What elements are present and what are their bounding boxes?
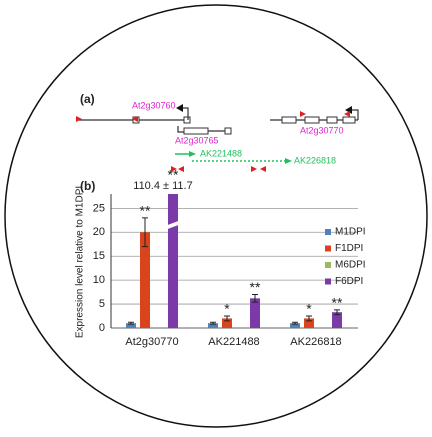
significance: * [224, 301, 230, 317]
plot [126, 194, 342, 328]
error-bar [306, 315, 312, 322]
legend-swatch [325, 229, 331, 235]
error-bar [252, 294, 258, 303]
x-tick-label: AK221488 [208, 336, 259, 348]
significance: * [306, 301, 312, 317]
error-bar [292, 321, 298, 325]
gene-label: At2g30770 [300, 125, 344, 135]
error-bar [128, 321, 134, 325]
significance: ** [168, 167, 179, 183]
gene-label: At2g30760 [132, 100, 176, 110]
legend-label: M1DPI [335, 227, 366, 238]
y-tick-label: 15 [93, 250, 105, 262]
significance: ** [332, 295, 343, 311]
significance: ** [140, 203, 151, 219]
bar [126, 323, 136, 328]
y-tick-label: 5 [99, 298, 105, 310]
x-tick-label: AK226818 [290, 336, 341, 348]
significance: ** [250, 279, 261, 295]
y-tick-label: 10 [93, 274, 105, 286]
gene-label: AK226818 [294, 155, 336, 165]
bar [140, 232, 150, 328]
error-bar [210, 321, 216, 325]
gene-label: At2g30765 [175, 135, 219, 145]
y-axis-label: Expression level relative to M1DPI [75, 186, 86, 338]
value-label: 110.4 ± 11.7 [133, 180, 192, 192]
y-tick-label: 25 [93, 202, 105, 214]
error-bar [224, 315, 230, 322]
bar [304, 318, 314, 328]
bar [222, 318, 232, 328]
panel-label: (b) [80, 179, 95, 193]
legend-label: F1DPI [335, 243, 363, 254]
bar [332, 312, 342, 328]
error-bar [142, 217, 148, 248]
legend-swatch [325, 262, 331, 268]
axis-break [165, 220, 181, 230]
gene-diagram [76, 104, 359, 172]
x-tick-label: At2g30770 [125, 336, 178, 348]
bar [290, 323, 300, 328]
y-tick-label: 0 [99, 322, 105, 334]
error-bar [334, 309, 340, 316]
legend-label: F6DPI [335, 276, 363, 287]
gene-label: AK221488 [200, 148, 242, 158]
bar [168, 194, 178, 328]
legend-swatch [325, 245, 331, 252]
frame [4, 4, 428, 428]
y-tick-label: 20 [93, 226, 105, 238]
legend-label: M6DPI [335, 260, 366, 271]
panel-label: (a) [80, 92, 95, 106]
legend-swatch [325, 278, 331, 285]
bar [250, 298, 260, 328]
bar [208, 323, 218, 328]
